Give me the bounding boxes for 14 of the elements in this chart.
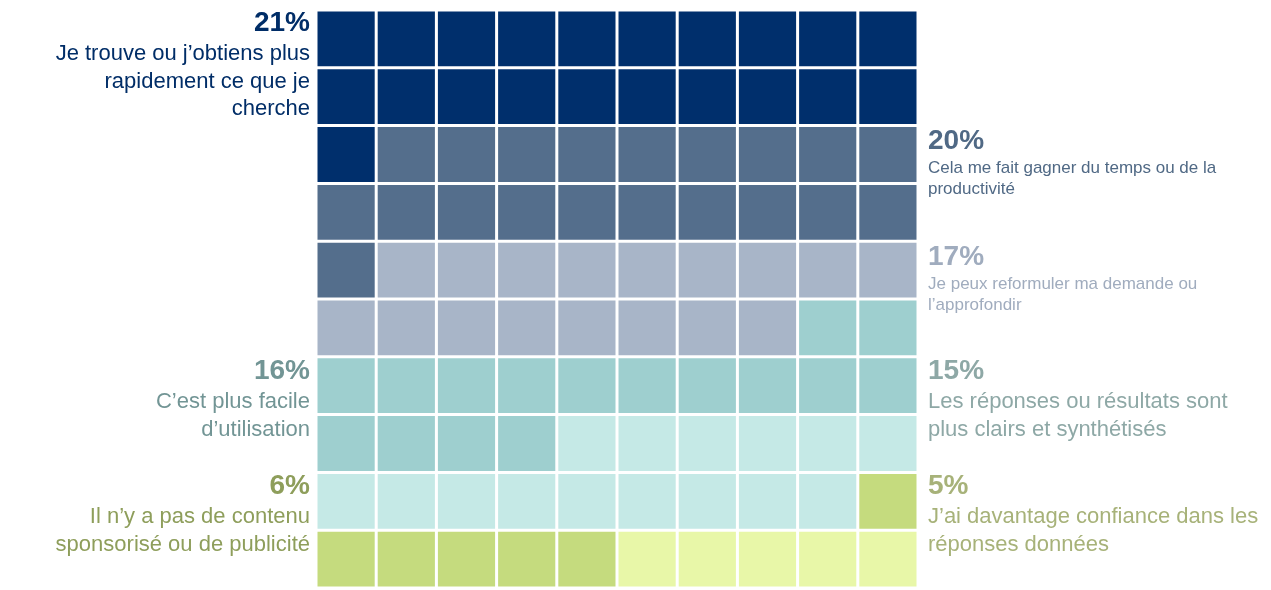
- category-label: Cela me fait gagner du temps ou de la productivité: [928, 158, 1217, 199]
- data-label: 16%: [252, 353, 310, 387]
- category-label: Je trouve ou j’obtiens plus rapidement ce que je cherche: [55, 40, 310, 120]
- data-label: 6%: [268, 468, 310, 502]
- category-label: Il n’y a pas de contenu sponsorisé ou de publicité: [55, 503, 310, 556]
- category-label: C’est plus facile d’utilisation: [155, 388, 310, 441]
- category-label: J’ai davantage confiance dans les réponses données: [928, 503, 1259, 556]
- category-label: Je peux reformuler ma demande ou l’approfondir: [928, 274, 1198, 315]
- category-label: Les réponses ou résultats sont plus clairs et synthétisés: [928, 388, 1228, 441]
- data-label: 21%: [252, 5, 310, 39]
- data-label: 17%: [928, 239, 986, 273]
- data-label: 5%: [928, 468, 970, 502]
- data-label: 15%: [928, 353, 986, 387]
- data-label: 20%: [928, 123, 986, 157]
